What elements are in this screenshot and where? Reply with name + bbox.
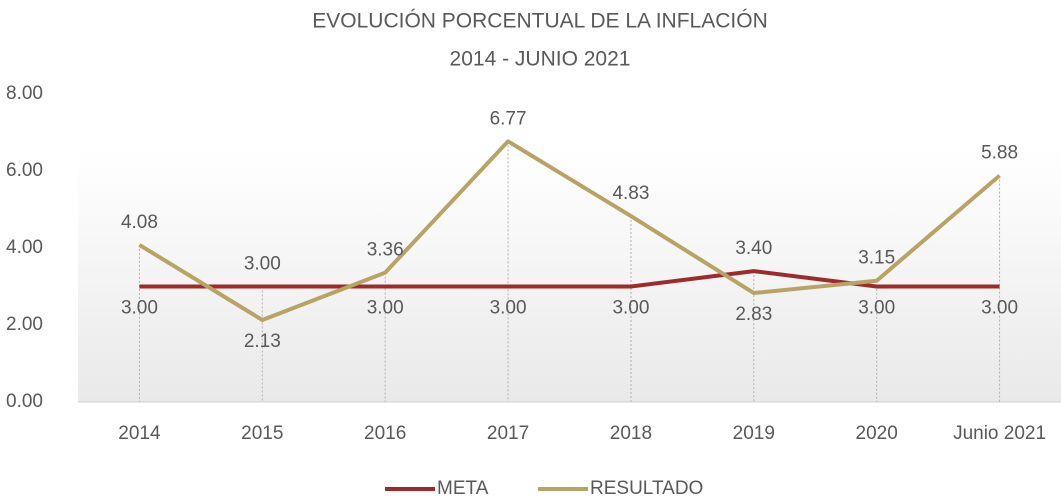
- legend-label: RESULTADO: [590, 478, 703, 498]
- series-line: [138, 139, 1001, 322]
- data-label: 2.83: [735, 304, 772, 325]
- x-tick-label: 2014: [118, 423, 161, 444]
- data-label: 5.88: [981, 143, 1018, 164]
- data-label: 6.77: [490, 108, 527, 129]
- data-label: 4.83: [612, 183, 649, 204]
- y-tick-label: 0.00: [6, 391, 43, 412]
- data-label: 3.36: [367, 240, 404, 261]
- x-tick-label: Junio 2021: [953, 423, 1046, 444]
- data-label: 3.00: [490, 298, 527, 319]
- x-tick-label: 2018: [610, 423, 652, 444]
- x-tick-label: 2019: [733, 423, 775, 444]
- data-label: 3.15: [858, 248, 895, 269]
- x-tick-label: 2015: [241, 423, 283, 444]
- x-tick-label: 2020: [856, 423, 898, 444]
- data-label: 3.00: [858, 298, 895, 319]
- chart-title: EVOLUCIÓN PORCENTUAL DE LA INFLACIÓN: [312, 10, 768, 33]
- data-label: 3.00: [981, 298, 1018, 319]
- y-tick-label: 8.00: [6, 83, 43, 104]
- y-tick-label: 4.00: [6, 237, 43, 258]
- data-label: 3.00: [612, 298, 649, 319]
- data-label: 3.00: [121, 298, 158, 319]
- data-label: 2.13: [244, 331, 281, 352]
- y-tick-label: 6.00: [6, 160, 43, 181]
- y-tick-label: 2.00: [6, 314, 43, 335]
- data-label: 3.00: [367, 298, 404, 319]
- x-tick-label: 2016: [364, 423, 406, 444]
- data-label: 3.00: [244, 254, 281, 275]
- plot-background: [78, 150, 1061, 402]
- legend-label: META: [437, 478, 489, 498]
- chart-subtitle: 2014 - JUNIO 2021: [450, 48, 631, 71]
- data-label: 4.08: [121, 212, 158, 233]
- x-tick-label: 2017: [487, 423, 529, 444]
- data-label: 3.40: [735, 238, 772, 259]
